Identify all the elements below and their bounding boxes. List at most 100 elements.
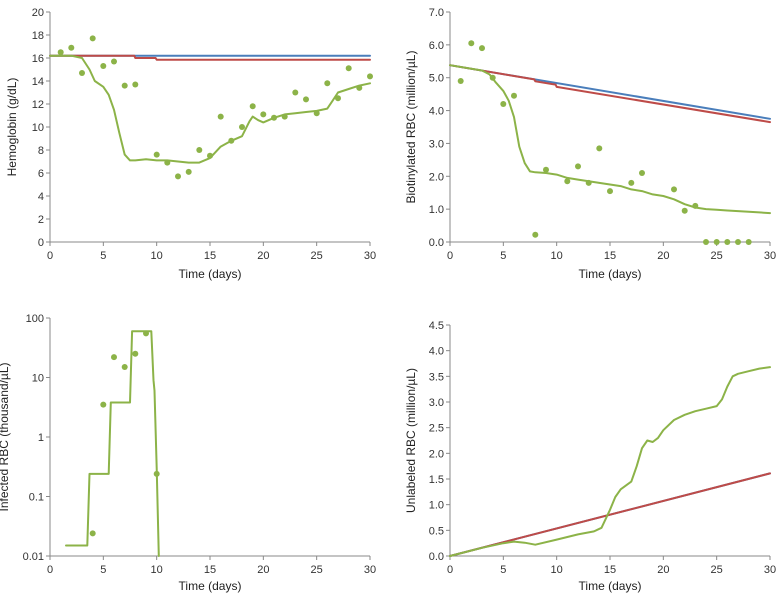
data-point — [79, 70, 85, 76]
y-tick-label: 2.5 — [429, 423, 444, 435]
data-point — [356, 84, 363, 91]
y-tick-label: 10 — [32, 122, 44, 134]
x-tick-label: 10 — [551, 564, 563, 576]
data-point — [313, 110, 320, 117]
panel-infected: 0 5 10 15 20 25 30 0.01 0.1 1 10 100 Time (days) Infe… — [0, 313, 376, 593]
data-point — [713, 239, 720, 245]
panel-unlabeled: 0 5 10 15 20 25 30 0.0 0.5 1.0 1.5 2.0 2.5 3.0 3.5 4.0 4… — [404, 320, 776, 593]
y-tick-label: 1 — [38, 432, 44, 444]
data-point — [735, 239, 741, 245]
data-point — [207, 152, 213, 159]
data-point — [292, 89, 299, 96]
data-point — [89, 35, 96, 42]
data-point — [68, 44, 75, 51]
y-axis-label: Unlabeled RBC (million/µL) — [404, 368, 418, 513]
x-tick-label: 25 — [311, 564, 323, 576]
y-tick-label: 0.0 — [429, 551, 444, 563]
data-point — [239, 124, 245, 130]
data-point — [271, 114, 277, 121]
x-axis-label: Time (days) — [579, 267, 642, 281]
data-point — [585, 179, 592, 186]
y-tick-label: 6.0 — [429, 40, 444, 52]
y-tick-label: 3.5 — [429, 371, 444, 383]
data-point — [153, 151, 160, 158]
x-tick-label: 25 — [711, 564, 723, 576]
y-tick-label: 3.0 — [429, 397, 444, 409]
y-tick-label: 0.1 — [29, 492, 44, 504]
data-point — [132, 81, 139, 88]
y-tick-label: 4 — [38, 191, 44, 203]
y-tick-label: 3.0 — [429, 138, 444, 150]
y-tick-label: 5.0 — [429, 73, 444, 85]
data-point — [100, 401, 107, 408]
x-axis-label: Time (days) — [179, 267, 242, 281]
panel-hemoglobin: 0 5 10 15 20 25 30 0 2 4 6 8 10 12 14 16 18 20 Time (days)… — [5, 7, 376, 281]
x-tick-label: 0 — [47, 250, 53, 262]
data-point — [564, 178, 571, 185]
data-point — [500, 101, 507, 107]
y-tick-label: 7.0 — [429, 7, 444, 19]
data-point — [153, 470, 160, 477]
x-tick-label: 30 — [764, 564, 776, 576]
data-point — [489, 74, 496, 81]
data-point — [367, 73, 373, 80]
data-point — [132, 350, 139, 357]
data-point — [249, 103, 256, 110]
data-point — [575, 163, 581, 170]
x-tick-label: 15 — [604, 564, 616, 576]
y-axis-label: Infected RBC (thousand/µL) — [0, 363, 11, 512]
y-tick-label: 6 — [38, 168, 44, 180]
x-tick-label: 30 — [364, 250, 376, 262]
x-tick-label: 30 — [764, 250, 776, 262]
x-tick-label: 0 — [447, 564, 453, 576]
data-point — [692, 202, 699, 209]
data-point — [228, 137, 235, 144]
y-tick-label: 0.0 — [429, 237, 444, 249]
data-point — [468, 40, 475, 47]
y-tick-label: 10 — [32, 373, 44, 385]
x-tick-label: 30 — [364, 564, 376, 576]
data-point — [217, 113, 224, 120]
series-line-green — [65, 330, 160, 557]
data-point — [607, 188, 613, 195]
x-tick-label: 25 — [711, 250, 723, 262]
x-tick-label: 10 — [151, 250, 163, 262]
y-tick-label: 4.5 — [429, 320, 444, 332]
x-tick-label: 20 — [657, 250, 669, 262]
data-point — [303, 96, 309, 103]
series-line-green — [449, 64, 771, 215]
data-point — [100, 63, 107, 69]
data-point — [281, 113, 288, 120]
data-point — [457, 78, 464, 84]
data-point — [185, 168, 192, 175]
x-tick-label: 5 — [500, 564, 506, 576]
y-tick-label: 2.0 — [429, 171, 444, 183]
y-tick-label: 1.0 — [429, 204, 444, 216]
x-tick-label: 15 — [604, 250, 616, 262]
x-tick-label: 20 — [257, 564, 269, 576]
data-point — [479, 45, 485, 52]
x-tick-label: 25 — [311, 250, 323, 262]
data-point — [196, 147, 203, 153]
y-tick-label: 4.0 — [429, 346, 444, 358]
y-tick-label: 20 — [32, 7, 44, 19]
series-line-green — [49, 54, 371, 164]
data-point — [121, 364, 128, 370]
y-tick-label: 0 — [38, 237, 44, 249]
data-point — [724, 239, 731, 245]
x-tick-label: 20 — [257, 250, 269, 262]
data-point — [596, 145, 603, 152]
data-point — [57, 49, 64, 56]
x-axis-label: Time (days) — [579, 579, 642, 593]
data-point — [335, 95, 341, 102]
x-tick-label: 5 — [100, 250, 106, 262]
data-point — [111, 58, 117, 65]
data-point — [121, 82, 128, 89]
data-point — [543, 166, 549, 173]
data-point — [164, 159, 171, 166]
x-tick-label: 15 — [204, 564, 216, 576]
x-tick-label: 5 — [100, 564, 106, 576]
data-point — [143, 330, 149, 337]
x-tick-label: 10 — [551, 250, 563, 262]
data-point — [639, 170, 645, 176]
